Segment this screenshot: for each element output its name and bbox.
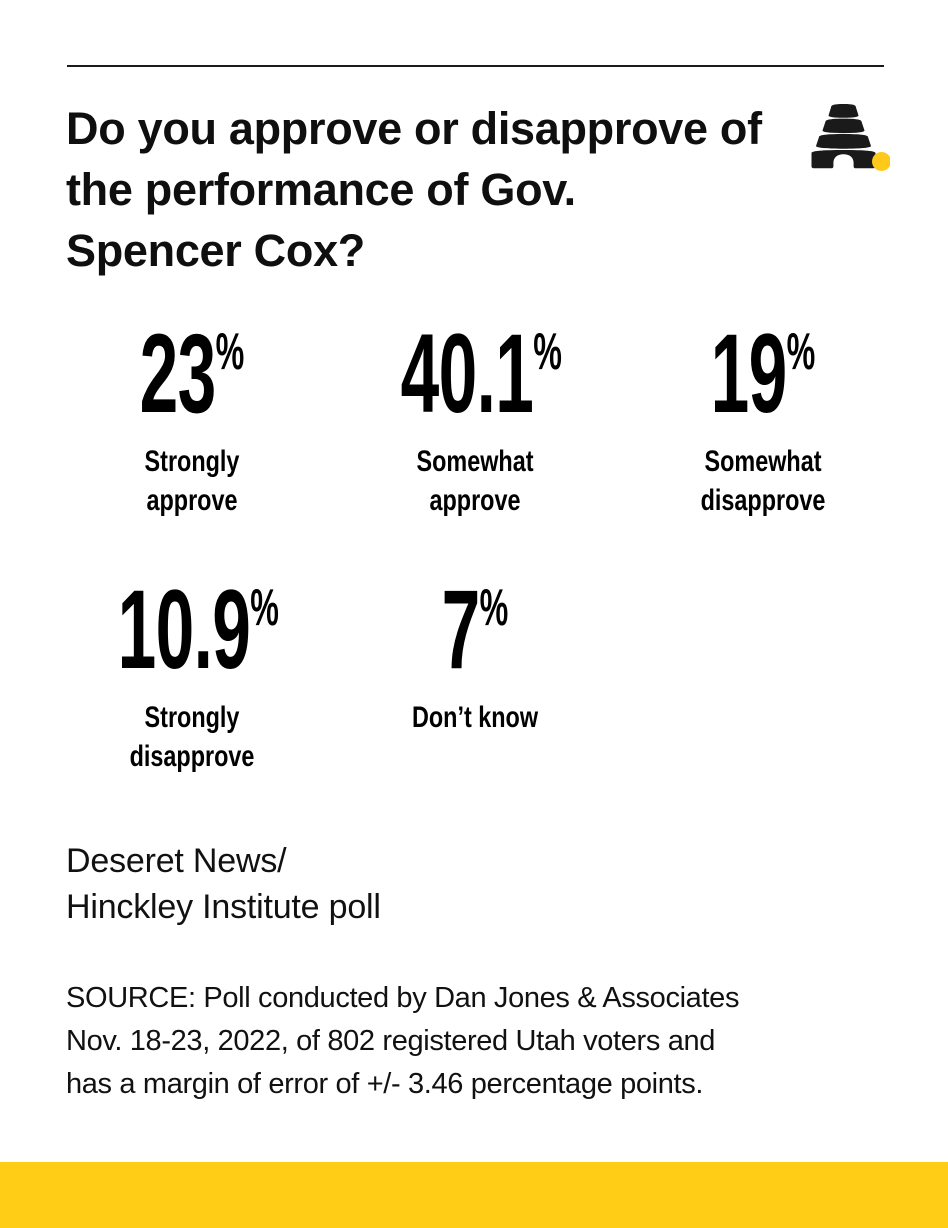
stat-label: Don’t know (411, 701, 539, 734)
stat-label: Strongly disapprove (129, 701, 255, 773)
logo-accent-dot (872, 152, 891, 171)
footer-accent-bar (0, 1162, 948, 1228)
percent-sign: % (250, 579, 279, 637)
stat-label: Somewhat disapprove (700, 445, 826, 517)
header-divider-rule (67, 65, 884, 67)
stat-value: 7% (401, 574, 550, 686)
stat-value: 40.1% (401, 318, 562, 430)
stat-value: 10.9% (118, 574, 279, 686)
beehive-logo (798, 104, 891, 172)
stat-number: 40.1 (400, 311, 534, 436)
stat-label: Strongly approve (144, 445, 240, 517)
percent-sign: % (786, 323, 816, 381)
stat-label: Somewhat approve (416, 445, 534, 517)
source-note: SOURCE: Poll conducted by Dan Jones & As… (66, 982, 740, 1100)
stat-number: 19 (710, 311, 788, 436)
stat-number: 7 (441, 567, 481, 692)
stat-somewhat-approve: 40.1% Somewhat approve (355, 318, 595, 520)
poll-attribution: Deseret News/ Hinckley Institute poll (66, 842, 381, 926)
stat-strongly-disapprove: 10.9% Strongly disapprove (72, 574, 312, 776)
percent-sign: % (215, 323, 245, 381)
stat-number: 10.9 (117, 567, 251, 692)
stat-value: 19% (689, 318, 838, 430)
stat-strongly-approve: 23% Strongly approve (72, 318, 312, 520)
percent-sign: % (533, 323, 562, 381)
percent-sign: % (479, 579, 509, 637)
stat-dont-know: 7% Don’t know (355, 574, 595, 737)
stat-number: 23 (139, 311, 217, 436)
page-title: Do you approve or disapprove of the perf… (66, 103, 762, 276)
stat-value: 23% (118, 318, 267, 430)
stat-somewhat-disapprove: 19% Somewhat disapprove (643, 318, 883, 520)
